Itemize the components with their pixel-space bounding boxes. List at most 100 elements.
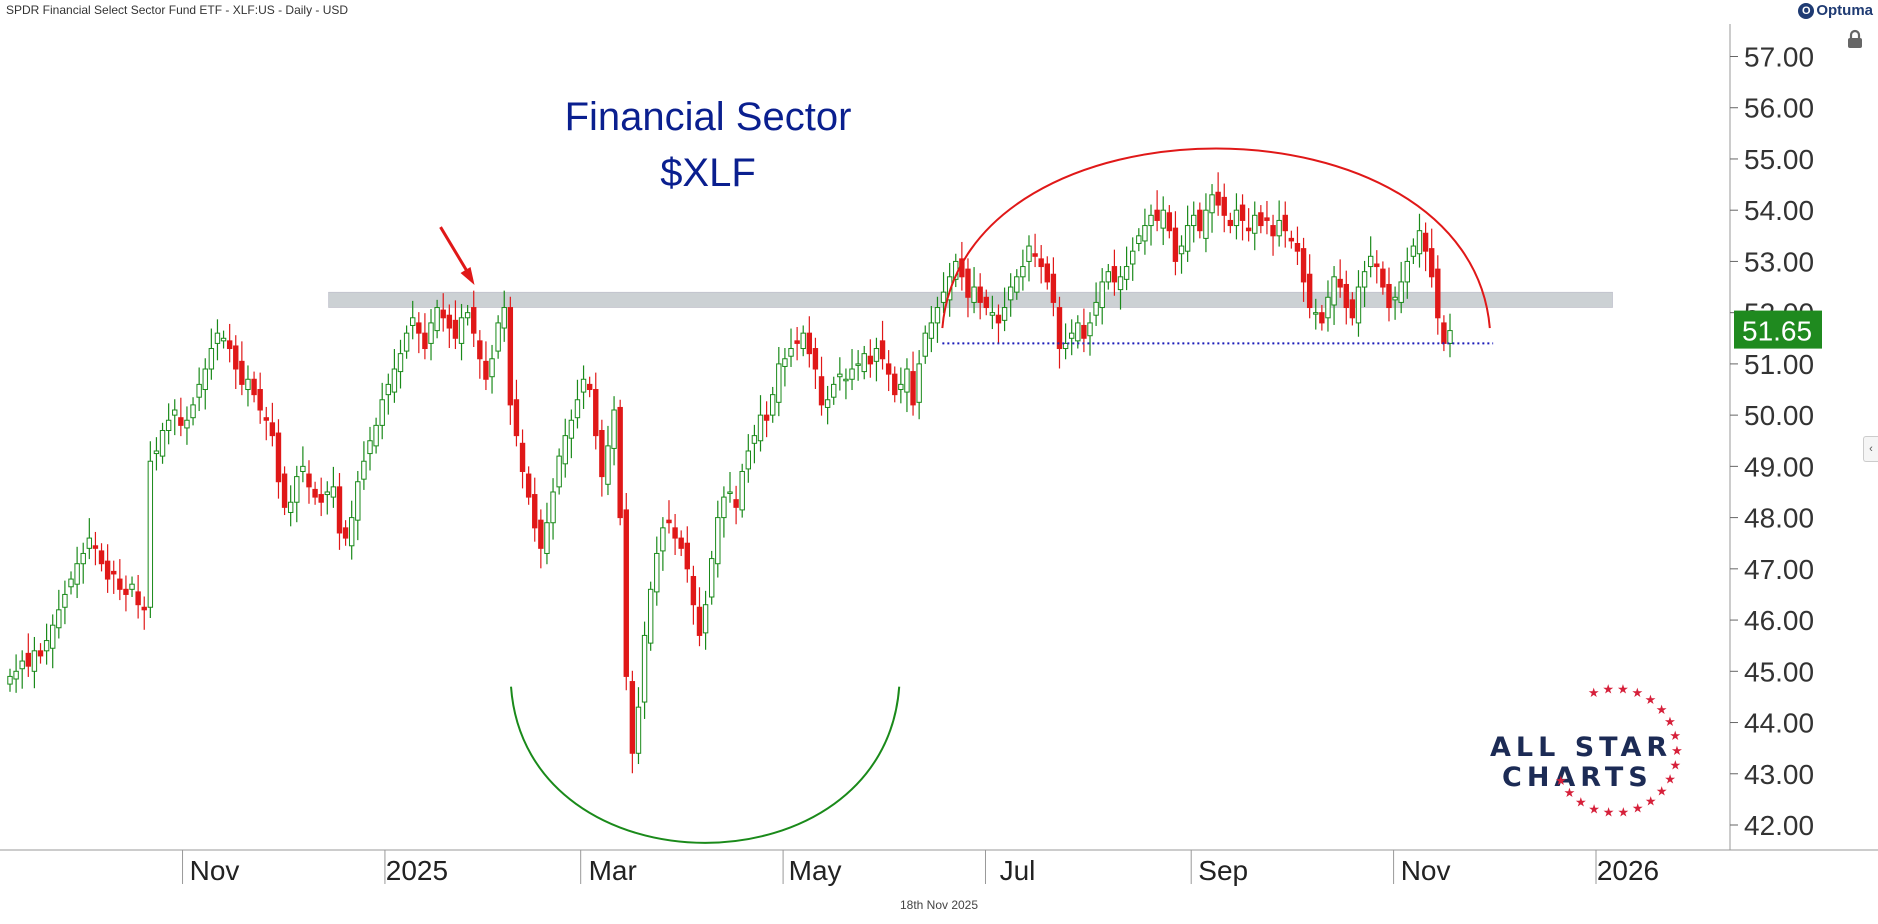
candle <box>1099 268 1105 325</box>
candle <box>1422 222 1429 272</box>
candle <box>159 422 166 464</box>
candle <box>1007 273 1014 317</box>
candle <box>873 337 880 382</box>
candle <box>568 409 575 459</box>
candle <box>1062 323 1069 360</box>
candle <box>7 668 13 692</box>
candle <box>879 320 886 370</box>
candle <box>654 536 660 606</box>
candle <box>281 466 288 516</box>
logo-star: ★ <box>1671 744 1683 759</box>
logo-star: ★ <box>1575 796 1587 811</box>
candle <box>1264 200 1270 235</box>
candle <box>1026 235 1032 282</box>
candle <box>1325 280 1331 332</box>
candle <box>306 460 312 504</box>
candle <box>1215 172 1221 216</box>
candle <box>1227 212 1234 234</box>
collapse-arrow-icon[interactable]: ‹ <box>1863 436 1878 462</box>
y-tick-label: 44.00 <box>1744 708 1814 739</box>
candle <box>727 471 733 503</box>
candle <box>13 654 19 693</box>
candle <box>1239 194 1246 241</box>
logo-star: ★ <box>1588 802 1600 817</box>
candle <box>1136 228 1142 252</box>
candle <box>824 385 831 425</box>
x-tick-label: May <box>789 855 842 886</box>
candle <box>1416 213 1423 268</box>
candle <box>348 500 355 560</box>
candle <box>62 580 68 625</box>
candle <box>776 346 782 417</box>
candle <box>153 437 160 471</box>
y-tick-label: 56.00 <box>1744 93 1814 124</box>
logo-star: ★ <box>1664 772 1676 787</box>
candle <box>1337 259 1343 298</box>
candle <box>977 273 983 320</box>
logo-star: ★ <box>1555 774 1567 789</box>
candle <box>989 295 996 330</box>
candle <box>599 419 605 497</box>
lock-icon[interactable] <box>1844 28 1866 50</box>
annotation-title-line2: $XLF <box>660 151 756 195</box>
candle <box>1404 247 1410 299</box>
all-star-charts-logo: ALL STAR CHARTS ★ ★ ★ ★ ★★★★★★★★★★★★★★★★ <box>1490 682 1683 820</box>
candle <box>452 300 459 350</box>
candle <box>172 399 178 436</box>
candle <box>812 337 819 390</box>
candle <box>1087 312 1093 356</box>
candle <box>751 424 758 464</box>
candle <box>1056 296 1063 369</box>
y-tick-label: 43.00 <box>1744 759 1814 790</box>
candle <box>770 386 776 423</box>
candle <box>544 502 550 565</box>
candle <box>355 470 361 541</box>
candle <box>330 466 337 508</box>
candle <box>141 596 147 630</box>
candle <box>684 526 690 583</box>
candle <box>373 417 379 454</box>
candle <box>56 589 62 639</box>
logo-star: ★ <box>1656 703 1668 718</box>
candle <box>995 304 1002 343</box>
logo-star: ★ <box>1602 682 1614 697</box>
candle <box>501 290 507 342</box>
candle <box>336 473 343 550</box>
candle <box>532 477 538 542</box>
logo-star: ★ <box>1564 786 1576 801</box>
candle <box>1044 256 1050 290</box>
annotation-layer <box>439 147 1494 844</box>
candle <box>1270 214 1276 256</box>
candle <box>1068 319 1075 356</box>
candle <box>641 621 648 719</box>
candle <box>794 327 800 361</box>
last-price-label: 51.65 <box>1742 316 1812 347</box>
candle <box>635 687 642 765</box>
candle <box>1428 228 1435 288</box>
candle <box>861 345 867 380</box>
candle <box>550 478 556 540</box>
candle <box>92 531 99 566</box>
candle <box>1374 250 1380 284</box>
candle <box>1288 230 1295 249</box>
candle <box>1160 196 1166 246</box>
candle <box>483 341 489 391</box>
y-tick-label: 47.00 <box>1744 554 1814 585</box>
annotation-title-line1: Financial Sector <box>565 95 852 139</box>
candle <box>1380 261 1386 295</box>
candle <box>910 351 916 416</box>
candle <box>696 587 703 647</box>
candle <box>86 518 93 560</box>
candle <box>1319 304 1325 331</box>
candle <box>788 328 794 367</box>
candle <box>1191 201 1197 243</box>
x-tick-label: Sep <box>1198 855 1248 886</box>
logo-star: ★ <box>1669 759 1681 774</box>
y-tick-label: 45.00 <box>1744 656 1814 687</box>
candle <box>263 406 269 441</box>
candle <box>147 441 154 619</box>
candle <box>647 581 654 651</box>
candle <box>1081 308 1087 353</box>
y-tick-label: 48.00 <box>1744 503 1814 534</box>
